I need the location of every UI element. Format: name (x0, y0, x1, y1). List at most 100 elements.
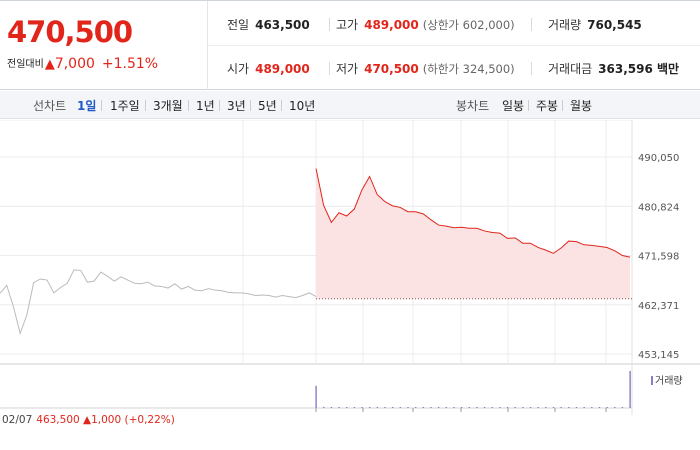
volume-chart: 02/0702/0810:0011:0012:0013:0014:0015:00 (0, 365, 633, 415)
stat-value: 760,545 (587, 18, 642, 32)
tab-daily-candle[interactable]: 일봉 (502, 99, 525, 113)
volume-bar (330, 407, 333, 408)
tab-3year[interactable]: 3년 (227, 99, 246, 113)
volume-bars (315, 371, 631, 408)
volume-bar (598, 407, 601, 408)
volume-bar (376, 407, 379, 408)
tab-3month[interactable]: 3개월 (153, 99, 183, 113)
prev-day-close: 463,500 (36, 414, 80, 426)
tab-separator (250, 100, 251, 111)
stat-value: 489,000 (364, 18, 419, 32)
stat-label: 저가 (336, 62, 359, 76)
line-chart-title: 선차트 (33, 99, 67, 113)
tab-1year[interactable]: 1년 (196, 99, 215, 113)
intraday-price-chart: 490,050 480,824 471,598 462,371 453,145 (0, 120, 700, 365)
today-price-line (315, 168, 631, 258)
volume-bar (522, 407, 524, 408)
stat-value: 363,596 백만 (598, 62, 680, 76)
y-tick-label: 490,050 (638, 153, 679, 164)
tab-1week[interactable]: 1주일 (110, 99, 140, 113)
volume-bar (445, 407, 447, 408)
tab-separator (101, 100, 102, 111)
volume-bar (437, 407, 440, 408)
today-area-fill (316, 168, 630, 299)
volume-bar (560, 407, 562, 408)
price-summary: 470,500 전일대비▲7,000 +1.51% (0, 1, 208, 90)
volume-bar (323, 406, 325, 408)
volume-bar (430, 407, 432, 408)
stat-label: 거래대금 (548, 62, 593, 76)
stat-low: 저가 470,500 (하한가 324,500) (336, 60, 515, 77)
prev-day-summary: 02/07 463,500 ▲1,000 (+0,22%) (2, 414, 175, 426)
stat-volume: 거래량 760,545 (548, 16, 642, 33)
volume-bar (545, 407, 547, 408)
tab-separator (528, 100, 529, 111)
change-label: 전일대비 (7, 59, 44, 70)
quote-header: 470,500 전일대비▲7,000 +1.51% 전일 463,500 고가 489… (0, 0, 700, 90)
stat-label: 고가 (336, 18, 359, 32)
prev-day-date: 02/07 (2, 414, 33, 426)
prev-day-rate: (+0,22%) (124, 414, 175, 426)
volume-bar (422, 407, 425, 408)
volume-bar (606, 407, 608, 408)
prev-day-line (0, 269, 317, 336)
y-tick-label: 453,145 (638, 350, 679, 361)
quote-stats: 전일 463,500 고가 489,000 (상한가 602,000) 거래량 760,… (208, 1, 700, 90)
volume-bar (575, 407, 578, 408)
volume-bar (346, 407, 348, 408)
volume-bar (529, 407, 532, 408)
volume-bar (453, 407, 455, 408)
tab-separator (219, 100, 220, 111)
tab-separator (188, 100, 189, 111)
volume-bar (369, 407, 371, 408)
volume-legend-label: 거래량 (655, 376, 683, 387)
volume-bar (468, 407, 470, 408)
stat-label: 시가 (227, 62, 250, 76)
stat-value: 470,500 (364, 62, 419, 76)
y-axis-labels: 490,050 480,824 471,598 462,371 453,145 (638, 153, 679, 361)
volume-bar (407, 407, 409, 408)
tab-weekly-candle[interactable]: 주봉 (536, 99, 559, 113)
y-tick-label: 471,598 (638, 252, 679, 263)
volume-bar (514, 407, 516, 408)
tab-10year[interactable]: 10년 (289, 99, 316, 113)
stat-open: 시가 489,000 (227, 60, 310, 77)
volume-bar (591, 407, 593, 408)
volume-bar (399, 407, 402, 408)
candle-chart-title: 봉차트 (456, 99, 490, 113)
volume-legend-swatch (651, 376, 653, 385)
stat-separator (329, 18, 330, 31)
x-axis-ticks: 02/0702/0810:0011:0012:0013:0014:0015:00 (315, 408, 607, 412)
volume-bar (476, 407, 478, 408)
chart-period-tabs: 선차트 1일 1주일 3개월 1년 3년 5년 10년 봉차트 일봉 주봉 월봉 (0, 91, 700, 119)
tab-separator (145, 100, 146, 111)
stat-value: 463,500 (255, 18, 310, 32)
stat-high: 고가 489,000 (상한가 602,000) (336, 16, 515, 33)
volume-bar (353, 407, 356, 408)
tab-1day[interactable]: 1일 (77, 99, 97, 113)
stat-trade-value: 거래대금 363,596 백만 (548, 60, 679, 77)
prev-day-change: 1,000 (91, 414, 122, 426)
up-arrow-icon: ▲ (83, 414, 92, 426)
price-change: 전일대비▲7,000 +1.51% (7, 55, 158, 72)
volume-bar (491, 407, 493, 408)
upper-limit: (상한가 602,000) (422, 18, 515, 32)
volume-bar (338, 407, 340, 408)
volume-bar (483, 407, 486, 408)
stat-prev-close: 전일 463,500 (227, 16, 310, 33)
volume-bar (552, 407, 555, 408)
stat-label: 거래량 (548, 18, 582, 32)
y-tick-label: 462,371 (638, 301, 679, 312)
volume-bar (384, 407, 386, 408)
y-tick-label: 480,824 (638, 202, 679, 213)
tab-5year[interactable]: 5년 (258, 99, 277, 113)
volume-bar (460, 407, 463, 408)
volume-bar (583, 407, 585, 408)
volume-bar (568, 407, 570, 408)
stat-value: 489,000 (255, 62, 310, 76)
stat-separator (531, 62, 532, 75)
volume-bar (537, 407, 539, 408)
up-arrow-icon: ▲ (44, 57, 55, 72)
change-value: 7,000 (54, 56, 95, 72)
tab-monthly-candle[interactable]: 월봉 (570, 99, 593, 113)
